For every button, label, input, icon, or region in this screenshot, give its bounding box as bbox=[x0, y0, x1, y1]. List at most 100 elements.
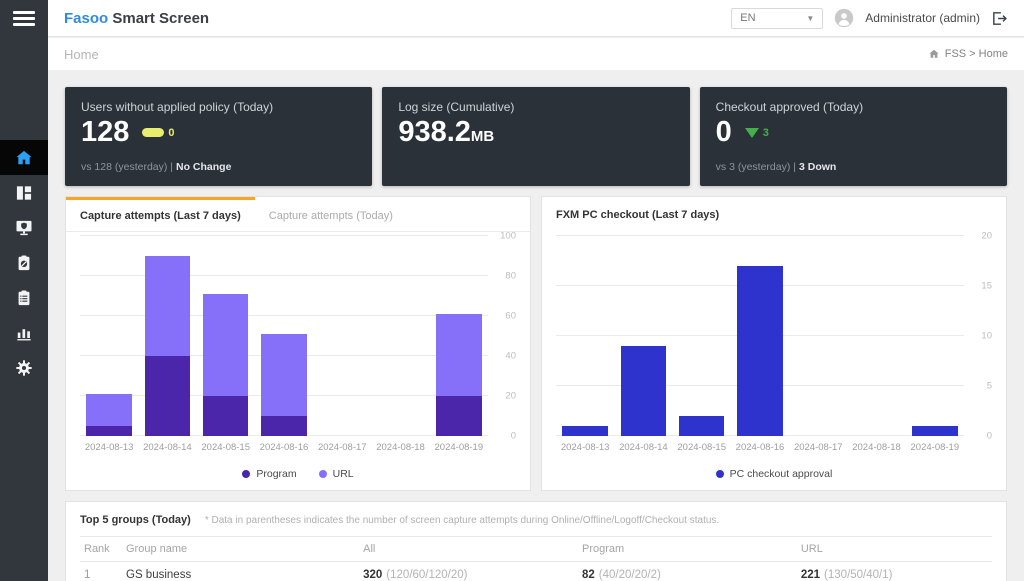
bar-slot bbox=[255, 236, 313, 436]
y-axis-label: 20 bbox=[981, 230, 992, 242]
bar-stack bbox=[436, 236, 482, 436]
stat-value: 938.2MB bbox=[398, 116, 495, 148]
logout-button[interactable] bbox=[991, 10, 1008, 27]
bar-segment-program bbox=[144, 356, 191, 436]
fxm-pc-checkout-legend: PC checkout approval bbox=[542, 468, 1006, 480]
rank-cell: 1 bbox=[80, 561, 122, 581]
x-axis-label: 2024-08-16 bbox=[259, 442, 309, 453]
sidebar-item-clipboard-list[interactable] bbox=[0, 280, 48, 315]
bar-stack bbox=[86, 236, 132, 436]
bar-stack bbox=[796, 236, 841, 436]
x-axis-labels: 2024-08-13 2024-08-14 2024-08-15 2024-08-16… bbox=[556, 442, 964, 453]
url-cell: 221 (130/50/40/1) bbox=[796, 561, 992, 581]
bar-segment-program bbox=[86, 426, 132, 436]
sidebar-item-home[interactable] bbox=[0, 140, 48, 175]
x-axis-label: 2024-08-17 bbox=[317, 442, 367, 453]
sidebar-item-clipboard-block[interactable] bbox=[0, 245, 48, 280]
sidebar-item-monitor-shield[interactable] bbox=[0, 210, 48, 245]
y-axis-label: 80 bbox=[505, 270, 516, 282]
bar-slot bbox=[197, 236, 255, 436]
legend-url[interactable]: URL bbox=[318, 468, 354, 480]
sidebar-item-gear[interactable] bbox=[0, 350, 48, 385]
bar-slot bbox=[430, 236, 488, 436]
fxm-panel-title: FXM PC checkout (Last 7 days) bbox=[556, 208, 720, 221]
bar-stack bbox=[620, 236, 667, 436]
header-right: EN ▼ Administrator (admin) bbox=[731, 7, 1008, 29]
sidebar-item-dashboard[interactable] bbox=[0, 175, 48, 210]
chart-tabs: Capture attempts (Last 7 days) Capture at… bbox=[66, 197, 530, 232]
x-axis-label: 2024-08-18 bbox=[376, 442, 425, 453]
bar-stack bbox=[144, 236, 191, 436]
x-axis-label: 2024-08-13 bbox=[560, 442, 610, 453]
bar-stack bbox=[854, 236, 899, 436]
bar-stack bbox=[202, 236, 249, 436]
arrow-down-icon bbox=[744, 127, 759, 138]
top-groups-table: Rank Group name All Program URL 1 GS business… bbox=[80, 536, 992, 581]
bar-slot bbox=[138, 236, 196, 436]
gridline bbox=[556, 235, 964, 236]
bar-slot bbox=[614, 236, 672, 436]
breadcrumb[interactable]: FSS > Home bbox=[928, 48, 1008, 60]
stat-card-1: Log size (Cumulative) 938.2MB bbox=[382, 87, 690, 186]
column-header-group-name: Group name bbox=[122, 536, 360, 562]
brand-suffix: Smart Screen bbox=[112, 9, 210, 27]
bar-segment-pc-checkout-approval bbox=[562, 426, 608, 436]
gridline bbox=[80, 235, 488, 236]
y-axis-label: 0 bbox=[986, 430, 992, 442]
top-groups-panel: Top 5 groups (Today) * Data in parenthes… bbox=[65, 501, 1007, 581]
sidebar bbox=[0, 0, 48, 581]
stat-value-row: 128 0 bbox=[81, 118, 356, 147]
bar-slot bbox=[731, 236, 789, 436]
stat-unit: MB bbox=[470, 128, 495, 145]
stat-footnote: vs 128 (yesterday) | No Change bbox=[81, 161, 232, 173]
avatar bbox=[834, 8, 854, 28]
bar-slot bbox=[847, 236, 905, 436]
table-body: 1 GS business 320 (120/60/120/20) 82 (40/20/2… bbox=[80, 561, 992, 581]
x-axis-label: 2024-08-17 bbox=[793, 442, 843, 453]
group-name-cell: GS business bbox=[122, 561, 360, 581]
bar-stack bbox=[378, 236, 423, 436]
bar-slot bbox=[371, 236, 429, 436]
bar-segment-pc-checkout-approval bbox=[620, 346, 667, 436]
bar-stack bbox=[678, 236, 725, 436]
capture-attempts-legend: Program URL bbox=[66, 468, 530, 480]
legend-program[interactable]: Program bbox=[242, 468, 297, 480]
hamburger-menu-icon[interactable] bbox=[0, 0, 48, 36]
stat-value: 0 bbox=[715, 116, 732, 148]
legend-pc-checkout-approval[interactable]: PC checkout approval bbox=[715, 468, 832, 480]
capture-attempts-panel: Capture attempts (Last 7 days) Capture at… bbox=[65, 196, 531, 491]
brand-name: Fasoo bbox=[64, 9, 109, 27]
main-content: Users without applied policy (Today) 128 0… bbox=[48, 70, 1024, 581]
bar-slot bbox=[80, 236, 138, 436]
y-axis-label: 60 bbox=[505, 310, 516, 322]
bar-segment-program bbox=[436, 396, 482, 436]
sidebar-item-bar-chart[interactable] bbox=[0, 315, 48, 350]
stat-card-title: Log size (Cumulative) bbox=[398, 100, 515, 114]
y-axis-label: 100 bbox=[500, 230, 516, 242]
bar-slot bbox=[556, 236, 614, 436]
bar-stack bbox=[320, 236, 365, 436]
bar-slot bbox=[673, 236, 731, 436]
app-title: Fasoo Smart Screen bbox=[64, 10, 209, 27]
column-header-program: Program bbox=[577, 536, 797, 562]
tab-today[interactable]: Capture attempts (Today) bbox=[268, 209, 393, 222]
table-title: Top 5 groups (Today) bbox=[80, 514, 191, 526]
tab-last-7-days[interactable]: Capture attempts (Last 7 days) bbox=[66, 197, 255, 231]
gridline bbox=[80, 275, 488, 276]
stat-card-0: Users without applied policy (Today) 128 0… bbox=[65, 87, 373, 186]
clipboard-list-icon bbox=[14, 288, 34, 308]
y-axis-label: 0 bbox=[510, 430, 516, 442]
y-axis-label: 40 bbox=[505, 350, 516, 362]
bar-chart-icon bbox=[14, 323, 34, 343]
home-icon bbox=[929, 49, 939, 58]
user-name: Administrator (admin) bbox=[865, 11, 980, 25]
x-axis-labels: 2024-08-13 2024-08-14 2024-08-15 2024-08-16… bbox=[80, 442, 488, 453]
column-header-all: All bbox=[359, 536, 578, 562]
bar-segment-program bbox=[202, 396, 249, 436]
capture-attempts-chart: 0 20 40 60 80 100 2024-08-13 2024-08-14 2024-08-… bbox=[80, 231, 516, 453]
language-select[interactable]: EN ▼ bbox=[731, 7, 824, 29]
stat-card-title: Users without applied policy (Today) bbox=[81, 100, 274, 114]
no-change-icon bbox=[142, 128, 165, 137]
